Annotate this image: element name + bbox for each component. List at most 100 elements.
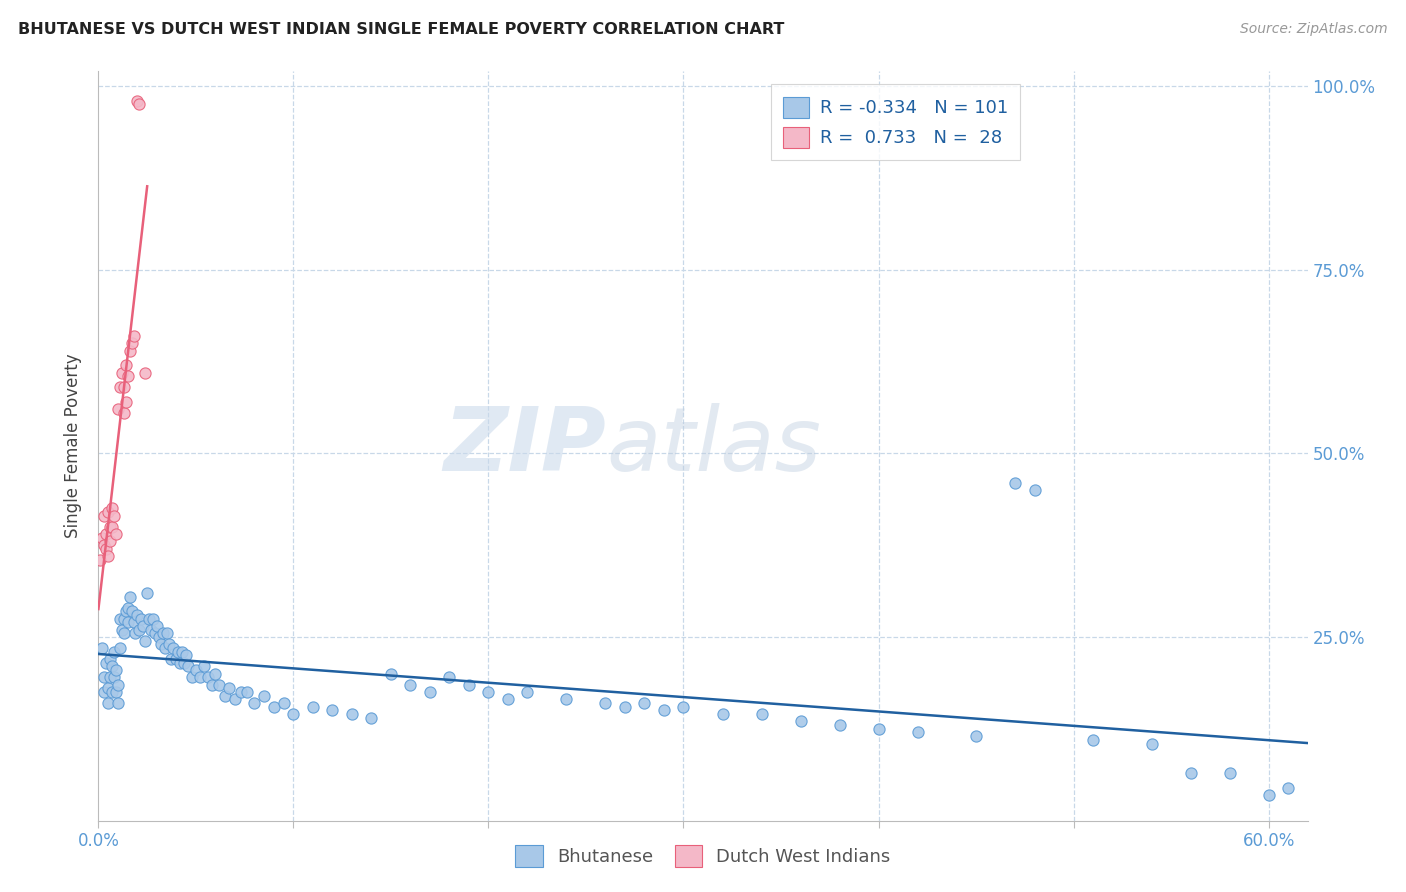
Point bbox=[167, 645, 190, 659]
Point bbox=[101, 520, 124, 534]
Point bbox=[828, 718, 851, 732]
Point bbox=[108, 640, 131, 655]
Point bbox=[138, 612, 160, 626]
Point bbox=[96, 656, 118, 670]
Point bbox=[188, 670, 211, 684]
Point bbox=[229, 685, 252, 699]
Point bbox=[907, 725, 929, 739]
Point bbox=[142, 612, 165, 626]
Point bbox=[197, 670, 219, 684]
Point bbox=[134, 633, 156, 648]
Point bbox=[1140, 737, 1163, 751]
Point bbox=[103, 670, 125, 684]
Point bbox=[340, 707, 363, 722]
Point bbox=[153, 640, 176, 655]
Point bbox=[107, 696, 129, 710]
Point bbox=[97, 505, 120, 519]
Point bbox=[97, 696, 120, 710]
Point bbox=[321, 703, 343, 717]
Point bbox=[789, 714, 811, 729]
Text: ZIP: ZIP bbox=[443, 402, 606, 490]
Point bbox=[124, 626, 146, 640]
Point bbox=[174, 648, 197, 663]
Point bbox=[127, 607, 149, 622]
Point bbox=[224, 692, 246, 706]
Point bbox=[103, 508, 125, 523]
Point bbox=[1024, 483, 1046, 497]
Point bbox=[162, 640, 184, 655]
Point bbox=[117, 369, 139, 384]
Point bbox=[112, 406, 135, 420]
Point bbox=[96, 527, 118, 541]
Legend: R = -0.334   N = 101, R =  0.733   N =  28: R = -0.334 N = 101, R = 0.733 N = 28 bbox=[770, 84, 1021, 161]
Point bbox=[121, 604, 143, 618]
Point bbox=[127, 94, 149, 108]
Point bbox=[117, 615, 139, 630]
Point bbox=[118, 343, 141, 358]
Point bbox=[101, 501, 124, 516]
Point bbox=[177, 659, 200, 673]
Point bbox=[868, 722, 890, 736]
Point bbox=[136, 586, 159, 600]
Point bbox=[516, 685, 538, 699]
Point bbox=[235, 685, 257, 699]
Point bbox=[98, 520, 121, 534]
Point bbox=[114, 358, 136, 372]
Point bbox=[283, 707, 305, 722]
Point bbox=[128, 97, 150, 112]
Point bbox=[93, 538, 115, 552]
Point bbox=[1257, 788, 1279, 802]
Point bbox=[652, 703, 675, 717]
Point bbox=[104, 685, 127, 699]
Text: Source: ZipAtlas.com: Source: ZipAtlas.com bbox=[1240, 22, 1388, 37]
Point bbox=[152, 626, 174, 640]
Point bbox=[139, 623, 162, 637]
Point bbox=[169, 656, 191, 670]
Point bbox=[107, 402, 129, 417]
Point bbox=[165, 652, 187, 666]
Point bbox=[1081, 732, 1104, 747]
Point bbox=[98, 534, 121, 549]
Point bbox=[380, 666, 402, 681]
Point bbox=[98, 652, 121, 666]
Point bbox=[101, 659, 124, 673]
Point bbox=[93, 670, 115, 684]
Point bbox=[112, 612, 135, 626]
Point bbox=[111, 623, 134, 637]
Point bbox=[751, 707, 773, 722]
Point bbox=[107, 678, 129, 692]
Point bbox=[157, 637, 180, 651]
Point bbox=[132, 619, 155, 633]
Point bbox=[104, 527, 127, 541]
Point bbox=[122, 615, 145, 630]
Point bbox=[93, 508, 115, 523]
Point bbox=[117, 600, 139, 615]
Point bbox=[114, 604, 136, 618]
Point bbox=[208, 678, 231, 692]
Point bbox=[172, 645, 194, 659]
Point bbox=[111, 366, 134, 380]
Point bbox=[108, 612, 131, 626]
Point bbox=[97, 549, 120, 564]
Point bbox=[965, 729, 987, 743]
Point bbox=[672, 699, 695, 714]
Point bbox=[121, 336, 143, 351]
Point bbox=[159, 652, 181, 666]
Point bbox=[633, 696, 655, 710]
Text: BHUTANESE VS DUTCH WEST INDIAN SINGLE FEMALE POVERTY CORRELATION CHART: BHUTANESE VS DUTCH WEST INDIAN SINGLE FE… bbox=[18, 22, 785, 37]
Point bbox=[91, 531, 114, 545]
Point bbox=[214, 689, 236, 703]
Point bbox=[419, 685, 441, 699]
Point bbox=[149, 637, 172, 651]
Point bbox=[156, 626, 179, 640]
Point bbox=[273, 696, 295, 710]
Y-axis label: Single Female Poverty: Single Female Poverty bbox=[65, 354, 83, 538]
Point bbox=[134, 366, 156, 380]
Point bbox=[122, 328, 145, 343]
Point bbox=[148, 630, 170, 644]
Point bbox=[101, 685, 124, 699]
Point bbox=[595, 696, 617, 710]
Point bbox=[1180, 765, 1202, 780]
Point bbox=[118, 590, 141, 604]
Point bbox=[253, 689, 276, 703]
